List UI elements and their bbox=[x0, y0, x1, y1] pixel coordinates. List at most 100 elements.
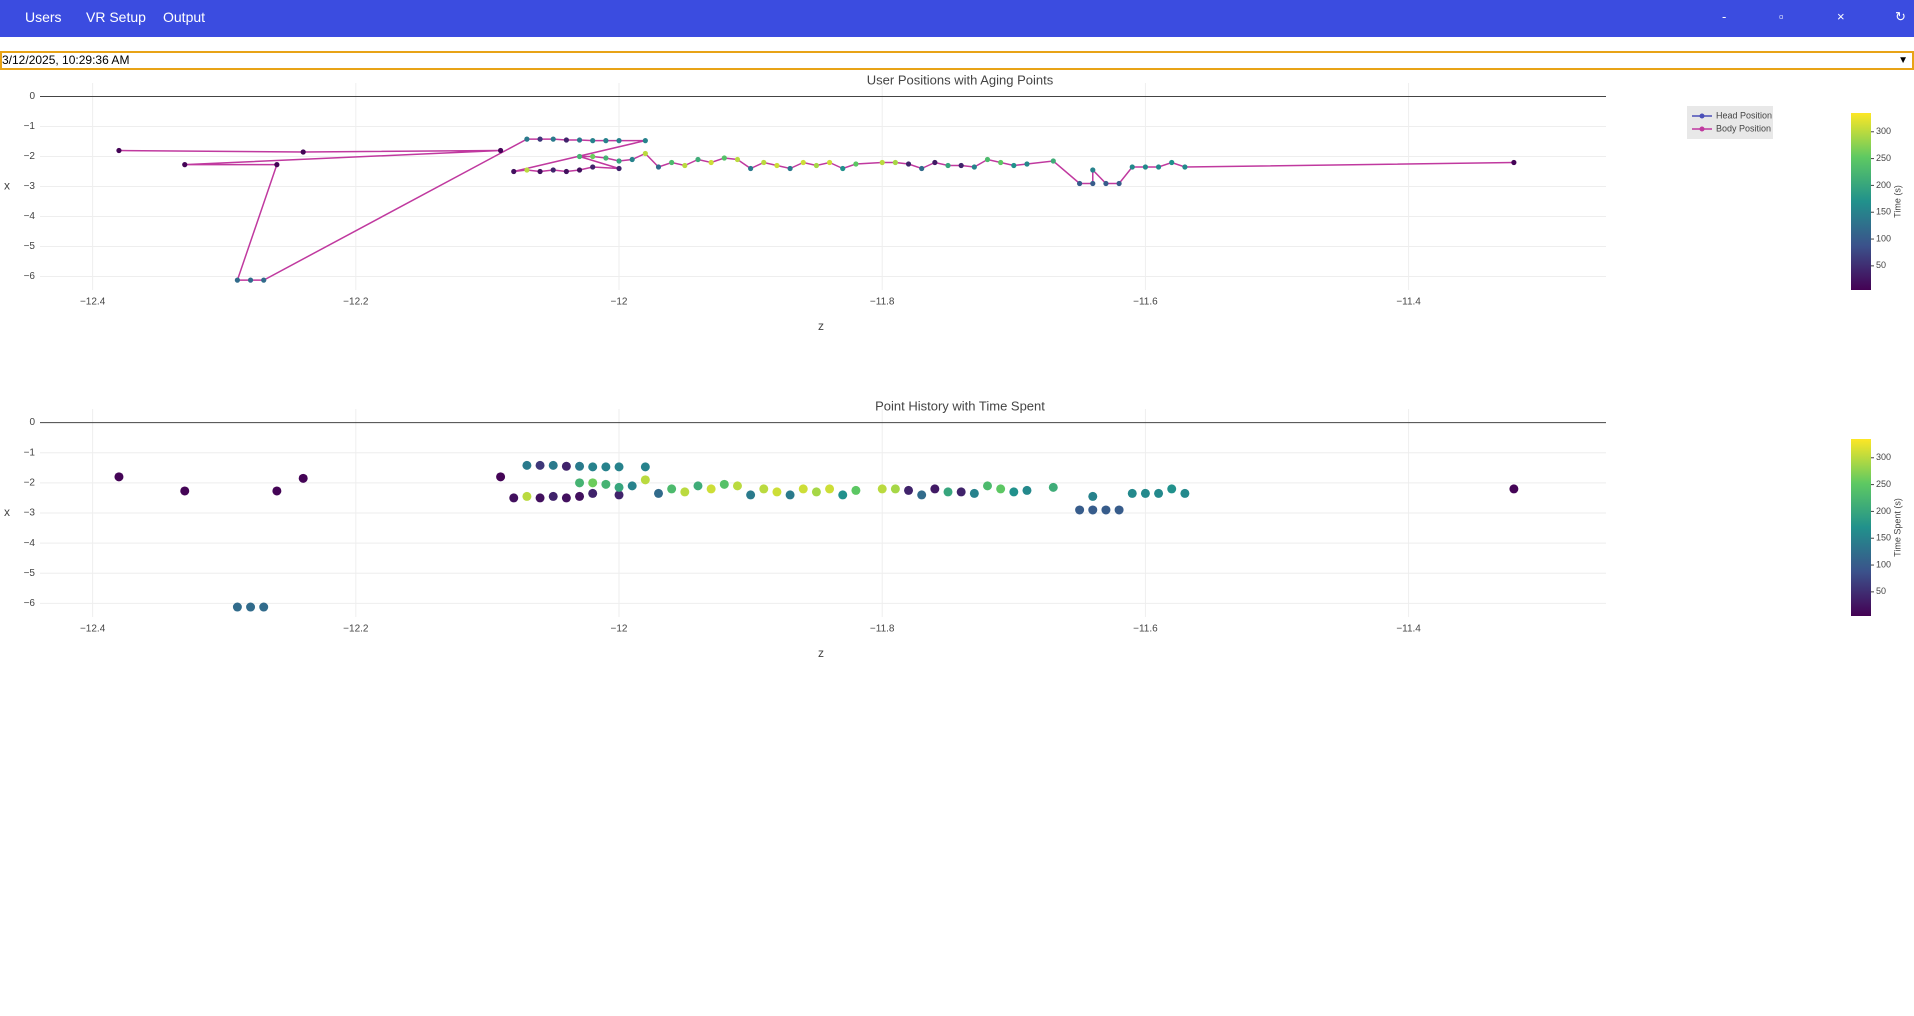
data-point bbox=[563, 168, 569, 175]
data-point bbox=[114, 472, 124, 482]
data-point bbox=[601, 479, 611, 489]
data-point bbox=[588, 478, 598, 488]
y-tick-label: 0 bbox=[29, 91, 35, 102]
data-point bbox=[234, 277, 240, 283]
colorbar bbox=[1851, 439, 1871, 616]
data-point bbox=[535, 460, 545, 470]
colorbar-tick-label: 200 bbox=[1876, 506, 1891, 516]
data-point bbox=[956, 487, 966, 497]
data-point bbox=[798, 484, 808, 494]
y-axis-label: x bbox=[4, 179, 10, 193]
x-tick-label: −11.8 bbox=[870, 624, 895, 635]
colorbar-tick-label: 150 bbox=[1876, 207, 1891, 217]
data-point bbox=[826, 159, 833, 166]
data-point bbox=[522, 491, 532, 501]
menu-item[interactable]: VR Setup bbox=[86, 9, 146, 25]
legend-marker bbox=[1699, 126, 1705, 132]
data-point bbox=[1142, 164, 1149, 170]
minimize-button[interactable]: - bbox=[1722, 9, 1727, 24]
data-point bbox=[1075, 505, 1085, 515]
data-point bbox=[1116, 180, 1122, 187]
data-point bbox=[616, 165, 622, 172]
data-point bbox=[535, 493, 545, 503]
y-axis-label: x bbox=[4, 505, 10, 519]
y-tick-label: −3 bbox=[24, 181, 36, 192]
chart-title: Point History with Time Spent bbox=[875, 398, 1045, 413]
colorbar-tick-label: 300 bbox=[1876, 126, 1891, 136]
data-point bbox=[576, 167, 583, 173]
close-button[interactable]: × bbox=[1837, 9, 1845, 24]
data-point bbox=[853, 161, 859, 167]
data-point bbox=[695, 156, 701, 163]
data-point bbox=[1114, 505, 1124, 515]
data-point bbox=[180, 486, 190, 496]
data-point bbox=[971, 164, 977, 170]
data-point bbox=[892, 159, 898, 166]
data-point bbox=[601, 462, 611, 472]
data-point bbox=[932, 159, 938, 166]
data-point bbox=[879, 159, 885, 166]
data-point bbox=[232, 602, 242, 612]
data-point bbox=[996, 484, 1006, 494]
x-tick-label: −12 bbox=[611, 624, 628, 635]
data-point bbox=[550, 136, 556, 142]
colorbar-tick-label: 200 bbox=[1876, 180, 1891, 190]
y-tick-label: −1 bbox=[24, 447, 36, 458]
colorbar bbox=[1851, 113, 1871, 290]
data-point bbox=[496, 472, 506, 482]
y-tick-label: −6 bbox=[24, 271, 36, 282]
data-point bbox=[590, 153, 596, 160]
data-point bbox=[561, 493, 571, 503]
maximize-button[interactable]: ▫ bbox=[1779, 9, 1784, 24]
data-point bbox=[761, 159, 767, 166]
refresh-button[interactable]: ↻ bbox=[1895, 9, 1906, 24]
x-axis-label: z bbox=[818, 646, 824, 660]
session-select[interactable]: 3/12/2025, 10:29:36 AM ▼ bbox=[0, 51, 1914, 70]
data-point bbox=[1011, 162, 1017, 169]
data-point bbox=[550, 167, 556, 173]
x-tick-label: −12.2 bbox=[343, 297, 369, 308]
data-point bbox=[590, 138, 596, 144]
data-point bbox=[298, 473, 308, 483]
colorbar-tick-label: 100 bbox=[1876, 233, 1891, 243]
colorbar-tick-label: 100 bbox=[1876, 559, 1891, 569]
series-line bbox=[118, 138, 1514, 281]
x-tick-label: −11.8 bbox=[870, 297, 895, 308]
data-point bbox=[509, 493, 519, 503]
data-point bbox=[642, 138, 648, 144]
data-point bbox=[680, 487, 690, 497]
data-point bbox=[969, 488, 979, 498]
chart-title: User Positions with Aging Points bbox=[867, 72, 1054, 87]
data-point bbox=[1101, 505, 1111, 515]
data-point bbox=[259, 602, 269, 612]
x-tick-label: −12.4 bbox=[80, 624, 106, 635]
data-point bbox=[1155, 164, 1162, 170]
data-point bbox=[524, 136, 530, 142]
data-point bbox=[904, 485, 914, 495]
data-point bbox=[576, 153, 583, 160]
data-point bbox=[1088, 505, 1098, 515]
data-point bbox=[654, 488, 664, 498]
data-point bbox=[1088, 491, 1098, 501]
data-point bbox=[614, 482, 624, 492]
data-point bbox=[1024, 161, 1030, 167]
data-point bbox=[563, 137, 569, 143]
data-point bbox=[272, 486, 282, 496]
data-point bbox=[1509, 484, 1519, 494]
colorbar-tick-label: 50 bbox=[1876, 260, 1886, 270]
legend-box bbox=[1687, 106, 1773, 139]
colorbar-tick-label: 250 bbox=[1876, 153, 1891, 163]
data-point bbox=[1169, 159, 1175, 166]
data-point bbox=[708, 159, 714, 166]
data-point bbox=[905, 161, 912, 167]
x-tick-label: −12.4 bbox=[80, 297, 106, 308]
data-point bbox=[813, 162, 820, 169]
dropdown-arrow: ▼ bbox=[1898, 55, 1908, 66]
y-tick-label: −1 bbox=[24, 121, 36, 132]
menu-item[interactable]: Users bbox=[25, 9, 62, 25]
data-point bbox=[719, 479, 729, 489]
data-point bbox=[616, 138, 622, 144]
data-point bbox=[919, 165, 925, 172]
menu-item[interactable]: Output bbox=[163, 9, 206, 25]
data-point bbox=[247, 277, 254, 283]
